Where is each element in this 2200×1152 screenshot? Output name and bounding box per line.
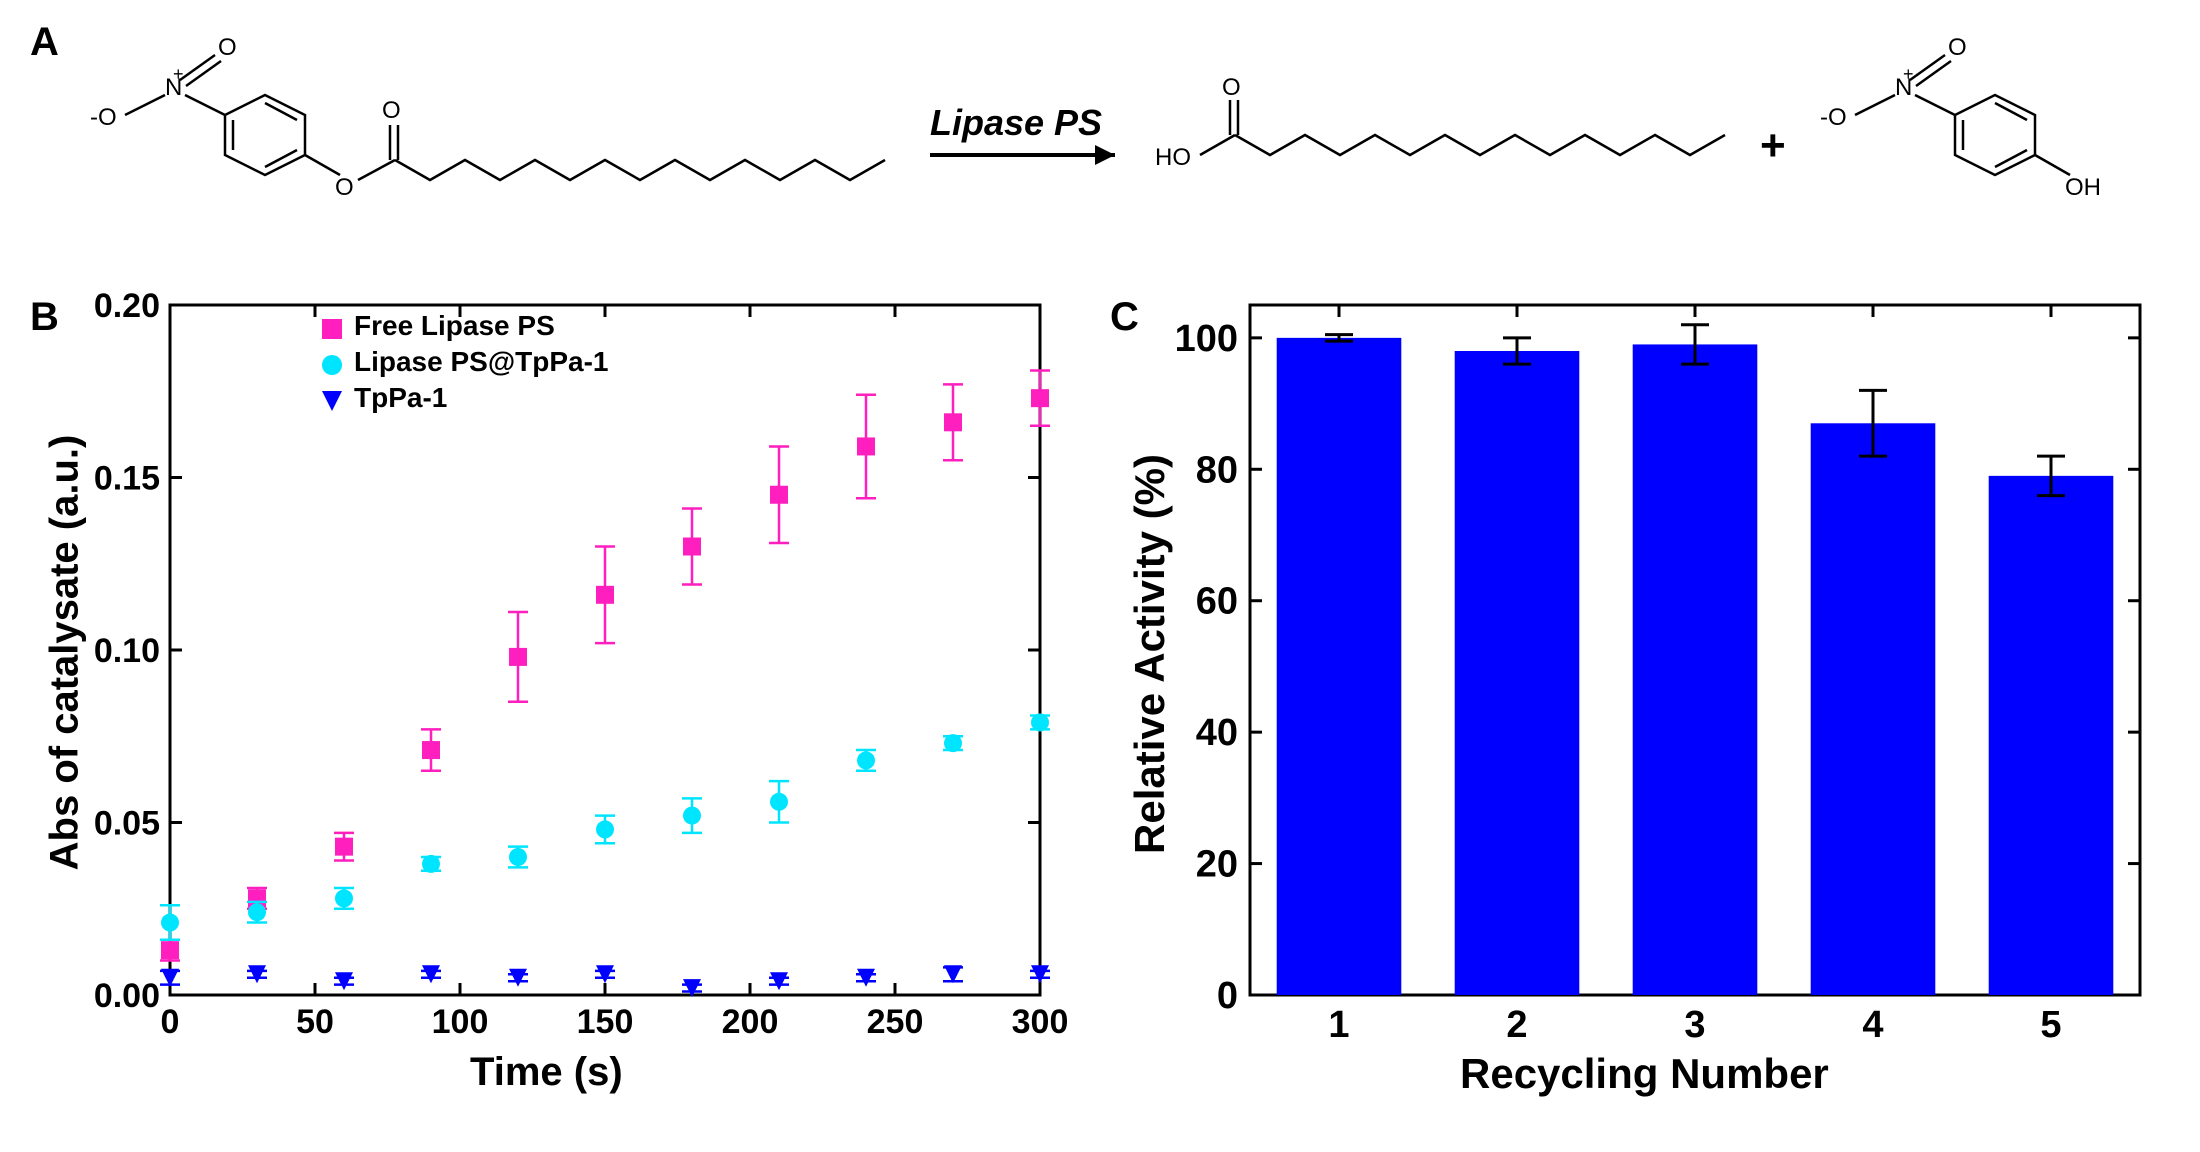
- panel-b-svg: 0 50 100 150 200 250 300 0.00 0.05 0.10 0.15 0.20 Fr…: [20, 280, 1080, 1120]
- svg-text:Free Lipase PS: Free Lipase PS: [354, 310, 555, 341]
- svg-text:100: 100: [432, 1003, 489, 1041]
- panel-c-xlabel: Recycling Number: [1460, 1050, 1829, 1098]
- panel-b-ylabel: Abs of catalysate (a.u.): [43, 403, 88, 903]
- svg-text:50: 50: [296, 1003, 334, 1041]
- plus-symbol: +: [1760, 121, 1786, 170]
- svg-text:HO: HO: [1155, 144, 1191, 171]
- svg-text:Lipase PS@TpPa-1: Lipase PS@TpPa-1: [354, 346, 609, 377]
- svg-text:TpPa-1: TpPa-1: [354, 382, 447, 413]
- panel-c-chart: Relative Activity (%) Recycling Number 0…: [1100, 280, 2180, 1120]
- svg-text:0: 0: [1217, 975, 1238, 1017]
- lipase-label: Lipase PS: [930, 102, 1102, 143]
- svg-text:OH: OH: [2065, 174, 2101, 201]
- svg-text:250: 250: [867, 1003, 924, 1041]
- svg-text:2: 2: [1506, 1004, 1527, 1046]
- svg-text:60: 60: [1196, 581, 1238, 623]
- svg-text:+: +: [173, 64, 184, 84]
- svg-text:O: O: [382, 97, 401, 124]
- svg-text:200: 200: [722, 1003, 779, 1041]
- svg-text:5: 5: [2040, 1004, 2061, 1046]
- panel-c-ylabel: Relative Activity (%): [1126, 404, 1174, 904]
- svg-text:300: 300: [1012, 1003, 1069, 1041]
- panel-b-xlabel: Time (s): [470, 1050, 623, 1095]
- svg-text:O: O: [335, 174, 354, 201]
- panel-c-svg: 0 20 40 60 80 100 1 2 3 4 5: [1100, 280, 2180, 1120]
- reaction-scheme-svg: -O N O + O O: [60, 30, 2140, 260]
- svg-text:-O: -O: [90, 104, 117, 131]
- svg-text:O: O: [218, 34, 237, 61]
- svg-text:80: 80: [1196, 449, 1238, 491]
- svg-text:0: 0: [161, 1003, 180, 1041]
- svg-text:20: 20: [1196, 844, 1238, 886]
- svg-text:0.00: 0.00: [94, 977, 160, 1015]
- panel-a-reaction: -O N O + O O: [60, 30, 2140, 260]
- svg-text:3: 3: [1684, 1004, 1705, 1046]
- svg-text:O: O: [1222, 74, 1241, 101]
- figure-container: A -O N O + O: [20, 20, 2180, 1132]
- svg-text:100: 100: [1175, 318, 1238, 360]
- reaction-arrow: Lipase PS: [930, 102, 1115, 165]
- svg-text:+: +: [1903, 64, 1914, 84]
- svg-text:-O: -O: [1820, 104, 1847, 131]
- svg-text:4: 4: [1862, 1004, 1883, 1046]
- svg-text:O: O: [1948, 34, 1967, 61]
- svg-text:0.20: 0.20: [94, 287, 160, 325]
- panel-b-chart: Abs of catalysate (a.u.) Time (s) 0 50 100…: [20, 280, 1080, 1120]
- svg-text:0.15: 0.15: [94, 460, 160, 498]
- svg-text:1: 1: [1328, 1004, 1349, 1046]
- svg-text:40: 40: [1196, 712, 1238, 754]
- svg-text:0.10: 0.10: [94, 632, 160, 670]
- panel-a-label: A: [30, 20, 59, 65]
- svg-text:0.05: 0.05: [94, 805, 160, 843]
- svg-text:150: 150: [577, 1003, 634, 1041]
